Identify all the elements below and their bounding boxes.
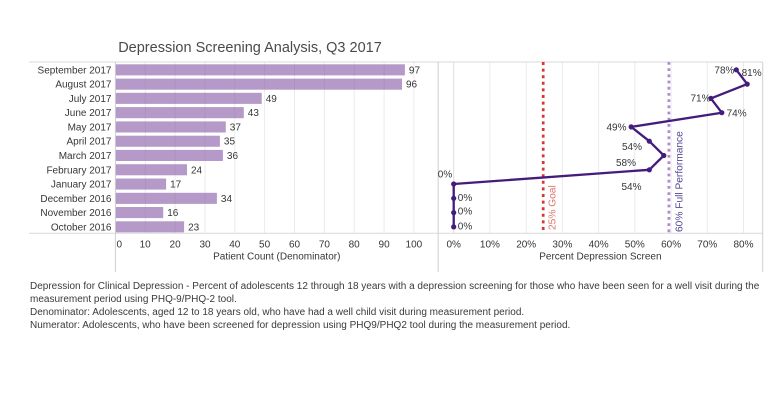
- svg-text:80: 80: [349, 240, 361, 251]
- svg-text:January 2017: January 2017: [51, 180, 112, 191]
- svg-text:July 2017: July 2017: [69, 94, 112, 105]
- svg-text:74%: 74%: [727, 108, 747, 119]
- svg-text:71%: 71%: [690, 94, 710, 105]
- svg-text:0: 0: [117, 240, 123, 251]
- svg-text:0%: 0%: [458, 207, 473, 218]
- svg-text:December 2016: December 2016: [40, 194, 112, 205]
- svg-text:81%: 81%: [742, 68, 762, 79]
- svg-text:50%: 50%: [625, 240, 645, 251]
- svg-text:37: 37: [230, 122, 242, 133]
- svg-text:50: 50: [259, 240, 271, 251]
- svg-text:54%: 54%: [622, 142, 642, 153]
- svg-text:40%: 40%: [589, 240, 609, 251]
- svg-text:Percent Depression Screen: Percent Depression Screen: [539, 252, 661, 263]
- svg-text:25% Goal: 25% Goal: [548, 185, 559, 230]
- svg-text:70: 70: [319, 240, 331, 251]
- svg-text:10: 10: [140, 240, 152, 251]
- svg-text:0%: 0%: [458, 222, 473, 233]
- svg-text:49%: 49%: [606, 122, 626, 133]
- svg-text:20%: 20%: [516, 240, 536, 251]
- svg-text:60% Full Performance: 60% Full Performance: [675, 131, 686, 232]
- svg-text:30: 30: [199, 240, 211, 251]
- svg-text:August 2017: August 2017: [55, 80, 112, 91]
- svg-text:36: 36: [227, 151, 239, 162]
- svg-text:June 2017: June 2017: [65, 108, 112, 119]
- svg-text:34: 34: [221, 194, 233, 205]
- svg-text:40: 40: [229, 240, 241, 251]
- svg-text:78%: 78%: [714, 66, 734, 77]
- svg-text:49: 49: [266, 94, 278, 105]
- svg-text:16: 16: [167, 208, 179, 219]
- svg-text:May 2017: May 2017: [68, 122, 112, 133]
- svg-text:90: 90: [379, 240, 391, 251]
- svg-text:0%: 0%: [446, 240, 461, 251]
- svg-text:April 2017: April 2017: [66, 137, 111, 148]
- svg-text:60: 60: [289, 240, 301, 251]
- svg-text:58%: 58%: [616, 158, 636, 169]
- svg-text:24: 24: [191, 165, 203, 176]
- svg-text:February 2017: February 2017: [46, 165, 111, 176]
- svg-text:17: 17: [170, 180, 182, 191]
- svg-text:100: 100: [406, 240, 423, 251]
- svg-text:November 2016: November 2016: [40, 208, 112, 219]
- svg-text:March 2017: March 2017: [59, 151, 112, 162]
- svg-text:43: 43: [248, 108, 260, 119]
- svg-text:54%: 54%: [621, 182, 641, 193]
- svg-text:35: 35: [224, 137, 236, 148]
- svg-text:October 2016: October 2016: [51, 222, 112, 233]
- svg-text:September 2017: September 2017: [38, 65, 112, 76]
- svg-text:60%: 60%: [661, 240, 681, 251]
- svg-text:80%: 80%: [733, 240, 753, 251]
- svg-text:0%: 0%: [438, 170, 453, 181]
- svg-text:10%: 10%: [480, 240, 500, 251]
- svg-text:30%: 30%: [552, 240, 572, 251]
- svg-text:23: 23: [188, 222, 200, 233]
- svg-text:97: 97: [409, 65, 421, 76]
- svg-text:96: 96: [406, 80, 418, 91]
- svg-text:70%: 70%: [697, 240, 717, 251]
- svg-text:0%: 0%: [458, 193, 473, 204]
- svg-text:Patient Count (Denominator): Patient Count (Denominator): [213, 252, 340, 263]
- svg-text:20: 20: [170, 240, 182, 251]
